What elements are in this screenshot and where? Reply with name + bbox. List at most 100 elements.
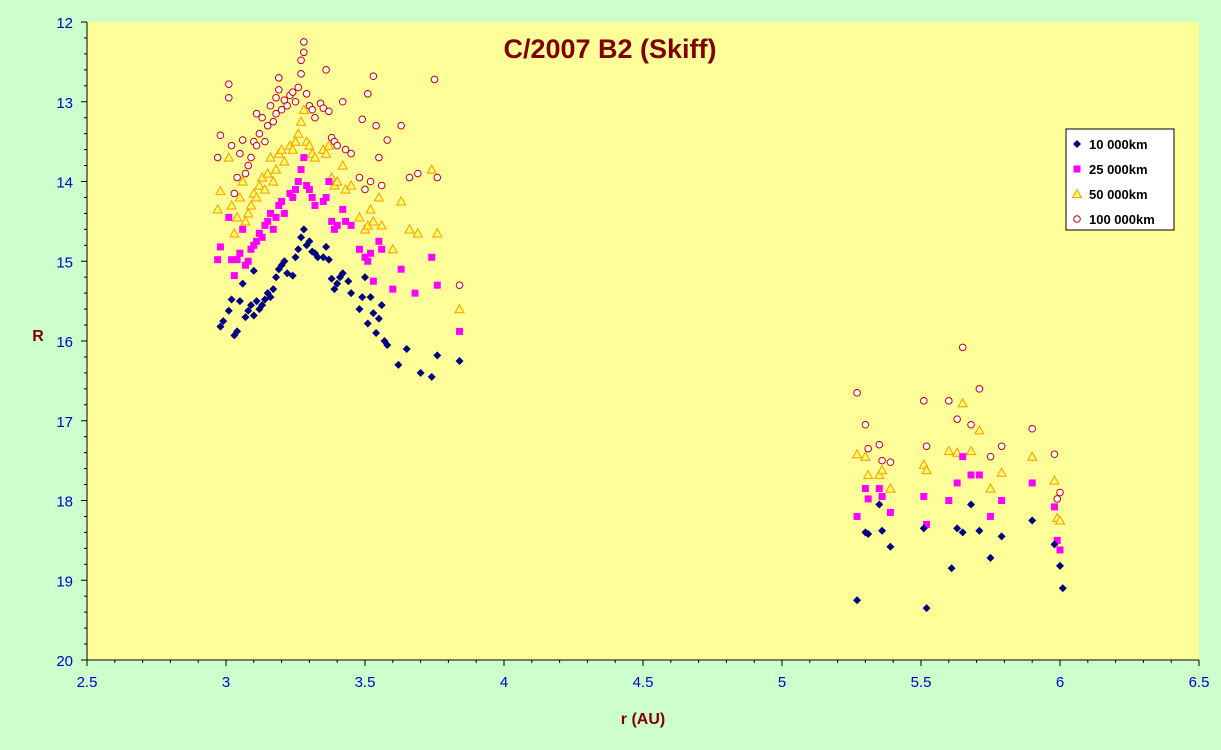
data-point-diamond: [875, 500, 884, 509]
data-point-diamond: [269, 285, 278, 294]
data-point-diamond: [363, 319, 372, 328]
data-point-circle: [213, 153, 222, 162]
legend-label: 100 000km: [1089, 212, 1155, 227]
data-point-diamond: [247, 301, 256, 310]
data-point-square: [214, 256, 222, 264]
data-point-diamond: [241, 313, 250, 322]
data-point-square: [339, 205, 347, 213]
y-tick-label: 20: [56, 653, 73, 670]
data-point-square: [322, 193, 330, 201]
data-point-circle: [383, 136, 392, 144]
legend-marker-diamond: [1073, 140, 1081, 148]
data-point-diamond: [324, 255, 333, 264]
data-point-circle: [405, 173, 414, 182]
data-point-square: [225, 213, 233, 221]
data-point-circle: [433, 173, 442, 182]
y-axis-label: R: [32, 328, 44, 345]
data-point-diamond: [333, 279, 342, 288]
data-point-diamond: [288, 271, 297, 280]
data-points: [212, 38, 1067, 613]
data-point-triangle: [290, 136, 301, 146]
data-point-square: [253, 237, 261, 245]
data-point-triangle: [262, 167, 274, 178]
data-point-circle: [224, 80, 233, 89]
data-point-circle: [875, 440, 884, 449]
data-point-square: [239, 225, 247, 233]
data-point-triangle: [373, 191, 385, 202]
data-point-triangle: [426, 164, 438, 174]
data-point-circle: [919, 397, 928, 405]
data-point-triangle: [431, 227, 443, 238]
y-tick-label: 12: [56, 15, 73, 32]
data-point-circle: [227, 141, 236, 150]
data-point-circle: [369, 72, 378, 81]
data-point-circle: [272, 109, 280, 118]
data-point-square: [361, 253, 369, 261]
data-point-square: [959, 453, 967, 461]
data-point-triangle: [267, 175, 279, 186]
data-point-diamond: [280, 257, 289, 266]
data-point-diamond: [374, 314, 383, 323]
x-axis: 2.5 3 3.5 4 4.5 5 5.5 6 6.5: [77, 659, 1209, 691]
data-point-circle: [341, 145, 350, 154]
data-point-triangle: [985, 483, 996, 493]
data-point-square: [275, 201, 283, 209]
data-point-square: [333, 221, 341, 229]
data-point-square: [250, 241, 258, 249]
data-point-circle: [263, 121, 272, 130]
legend-label: 25 000km: [1089, 162, 1148, 177]
data-point-square: [294, 178, 302, 185]
data-point-circle: [886, 458, 895, 467]
data-point-circle: [269, 117, 278, 126]
data-point-diamond: [291, 253, 300, 262]
series-diamond: [216, 225, 1067, 613]
data-point-square: [1028, 479, 1036, 487]
data-point-circle: [297, 56, 305, 65]
data-point-circle: [1053, 495, 1062, 503]
data-point-triangle: [996, 467, 1007, 477]
data-point-square: [280, 209, 288, 217]
data-point-triangle: [237, 175, 249, 186]
data-point-square: [975, 471, 983, 479]
data-point-triangle: [259, 183, 271, 194]
data-point-triangle: [295, 116, 307, 126]
data-point-diamond: [338, 269, 347, 278]
x-tick-label: 3.5: [355, 674, 376, 691]
data-point-triangle: [240, 215, 251, 226]
data-point-circle: [300, 38, 308, 46]
x-tick-label: 2.5: [77, 674, 98, 691]
data-point-square: [861, 485, 869, 493]
x-tick-label: 5: [778, 674, 786, 691]
data-point-square: [261, 221, 269, 229]
x-tick-label: 3: [222, 674, 230, 691]
data-point-circle: [377, 181, 386, 190]
data-point-square: [456, 327, 464, 335]
data-point-diamond: [433, 351, 442, 360]
data-point-circle: [361, 185, 369, 194]
data-point-square: [967, 471, 975, 479]
data-point-circle: [325, 107, 333, 116]
data-point-triangle: [254, 179, 265, 190]
data-point-diamond: [383, 340, 392, 349]
data-point-circle: [233, 173, 241, 182]
x-tick-label: 4: [500, 674, 508, 691]
legend-marker-circle: [1073, 215, 1081, 223]
data-point-diamond: [953, 524, 962, 533]
data-point-square: [244, 257, 252, 265]
data-point-square: [364, 257, 372, 265]
data-point-square: [864, 495, 872, 503]
y-tick-label: 16: [56, 334, 73, 351]
data-point-triangle: [921, 464, 932, 475]
x-tick-label: 5.5: [911, 674, 932, 691]
data-point-square: [347, 221, 355, 229]
data-point-circle: [261, 137, 269, 146]
data-point-triangle: [245, 199, 257, 210]
data-point-square: [389, 285, 397, 293]
data-point-diamond: [402, 344, 411, 353]
data-point-triangle: [885, 483, 896, 493]
data-point-circle: [953, 415, 961, 423]
data-point-square: [286, 189, 294, 197]
data-point-circle: [255, 129, 264, 138]
data-point-circle: [252, 141, 261, 150]
